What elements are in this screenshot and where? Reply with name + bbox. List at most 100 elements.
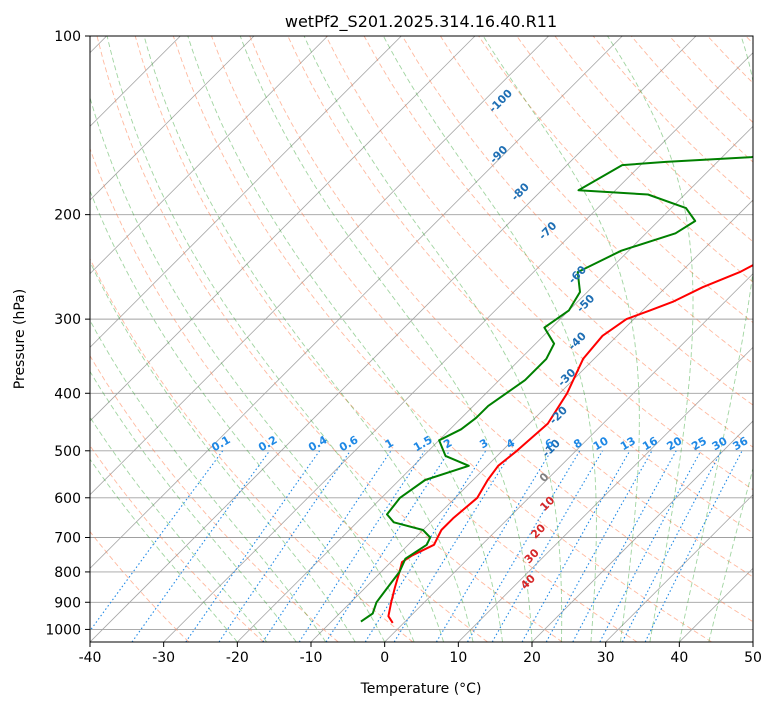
dry-adiabat-label: -20: [547, 403, 570, 426]
isotherm-line: [237, 125, 753, 642]
dry-adiabat-line: [516, 36, 753, 283]
moist-adiabat-line: [90, 189, 386, 642]
y-axis-label: Pressure (hPa): [12, 289, 28, 389]
x-tick-label: 30: [597, 650, 615, 666]
isotherm-line: [605, 494, 753, 642]
mixing-ratio-label: 1: [383, 436, 396, 451]
y-tick-label: 900: [54, 595, 81, 611]
moist-adiabat-line: [383, 36, 597, 642]
dry-adiabat-line: [211, 36, 753, 623]
y-tick-label: 200: [54, 208, 81, 224]
dry-adiabat-label: -100: [486, 87, 515, 116]
mixing-ratio-label: 4: [504, 436, 517, 451]
x-tick-label: 20: [523, 650, 541, 666]
x-tick-label: 40: [670, 650, 688, 666]
moist-adiabat-line: [607, 36, 694, 642]
x-axis-label: Temperature (°C): [360, 681, 482, 697]
dry-adiabat-line: [90, 147, 488, 642]
mixing-ratio-line: [131, 450, 271, 642]
background-lines: [90, 36, 753, 642]
dry-adiabat-line: [90, 444, 264, 642]
moist-adiabat-line: [303, 36, 563, 642]
dry-adiabat-label: -70: [536, 219, 559, 242]
isotherm-line: [752, 641, 753, 642]
isotherm-line: [531, 420, 753, 642]
x-tick-label: 50: [744, 650, 762, 666]
dry-adiabat-line: [172, 36, 712, 642]
isotherm-line: [90, 36, 623, 569]
dry-adiabat-line: [90, 354, 339, 642]
y-tick-label: 500: [54, 444, 81, 460]
dry-adiabat-line: [478, 36, 753, 324]
dewpoint-profile-line: [360, 155, 753, 623]
dry-adiabat-line: [249, 36, 753, 578]
mixing-ratio-line: [262, 450, 392, 642]
isotherm-line: [384, 273, 753, 642]
isotherm-line: [90, 36, 328, 275]
mixing-ratio-line: [325, 450, 451, 642]
dry-adiabat-line: [134, 36, 638, 642]
dry-adiabat-label: 30: [522, 546, 542, 566]
mixing-ratio-line: [298, 450, 426, 642]
dry-adiabat-line: [707, 36, 753, 84]
moist-adiabat-line: [90, 416, 268, 642]
axes: -40 -30 -20 -10 0 10 20 30 40 5010009008007006005…: [45, 29, 762, 666]
moist-adiabat-line: [482, 36, 640, 642]
x-tick-label: 10: [449, 650, 467, 666]
mixing-ratio-line: [545, 450, 653, 642]
moist-adiabat-line: [678, 36, 753, 642]
mixing-ratio-line: [572, 450, 677, 642]
isotherm-line: [90, 36, 402, 348]
y-tick-label: 400: [54, 386, 81, 402]
dry-adiabat-line: [592, 36, 753, 203]
dry-adiabat-line: [96, 36, 563, 642]
plot-frame: [89, 35, 754, 643]
moist-adiabat-line: [90, 260, 356, 642]
dry-adiabat-label: 20: [528, 521, 548, 541]
moist-adiabat-line: [90, 458, 238, 642]
temperature-profile-line: [387, 264, 753, 624]
dry-adiabat-label: 40: [518, 572, 538, 592]
isotherm-line: [90, 36, 549, 496]
y-tick-label: 100: [54, 29, 81, 45]
dry-adiabat-line: [669, 36, 753, 124]
dry-adiabat-line: [401, 36, 753, 406]
x-tick-label: -10: [300, 650, 323, 666]
mixing-ratio-line: [599, 450, 702, 642]
isotherm-line: [458, 346, 753, 642]
moist-adiabat-line: [239, 36, 533, 642]
x-tick-label: -40: [79, 650, 102, 666]
mixing-ratio-line: [467, 450, 581, 642]
x-tick-label: 0: [380, 650, 389, 666]
isotherm-line: [90, 36, 697, 642]
isotherm-line: [679, 567, 753, 642]
moist-adiabat-line: [90, 370, 297, 642]
x-tick-label: -30: [152, 650, 175, 666]
x-tick-label: -20: [226, 650, 249, 666]
isotherm-line: [90, 36, 476, 422]
dry-adiabat-label: -90: [487, 143, 510, 166]
dry-adiabat-line: [90, 530, 190, 642]
y-tick-label: 700: [54, 531, 81, 547]
y-tick-label: 600: [54, 491, 81, 507]
moist-adiabat-line: [106, 36, 445, 642]
series-layer: [360, 155, 753, 624]
mixing-ratio-line: [521, 450, 631, 642]
mixing-ratio-line: [185, 450, 321, 642]
dry-adiabat-line: [90, 257, 414, 642]
moist-adiabat-line: [708, 466, 753, 642]
isotherm-line: [90, 36, 255, 201]
moist-adiabat-line: [90, 96, 415, 642]
dry-adiabat-line: [745, 36, 753, 45]
mixing-ratio-line: [644, 450, 743, 642]
chart-title: wetPf2_S201.2025.314.16.40.R11: [285, 12, 557, 32]
moist-adiabat-line: [143, 36, 474, 642]
y-tick-label: 800: [54, 565, 81, 581]
y-tick-label: 1000: [45, 622, 81, 638]
moist-adiabat-line: [187, 36, 503, 642]
mixing-ratio-line: [435, 450, 552, 642]
dry-adiabat-label: -40: [566, 329, 589, 352]
dry-adiabat-label: 10: [537, 493, 557, 513]
mixing-ratio-line: [364, 450, 487, 642]
